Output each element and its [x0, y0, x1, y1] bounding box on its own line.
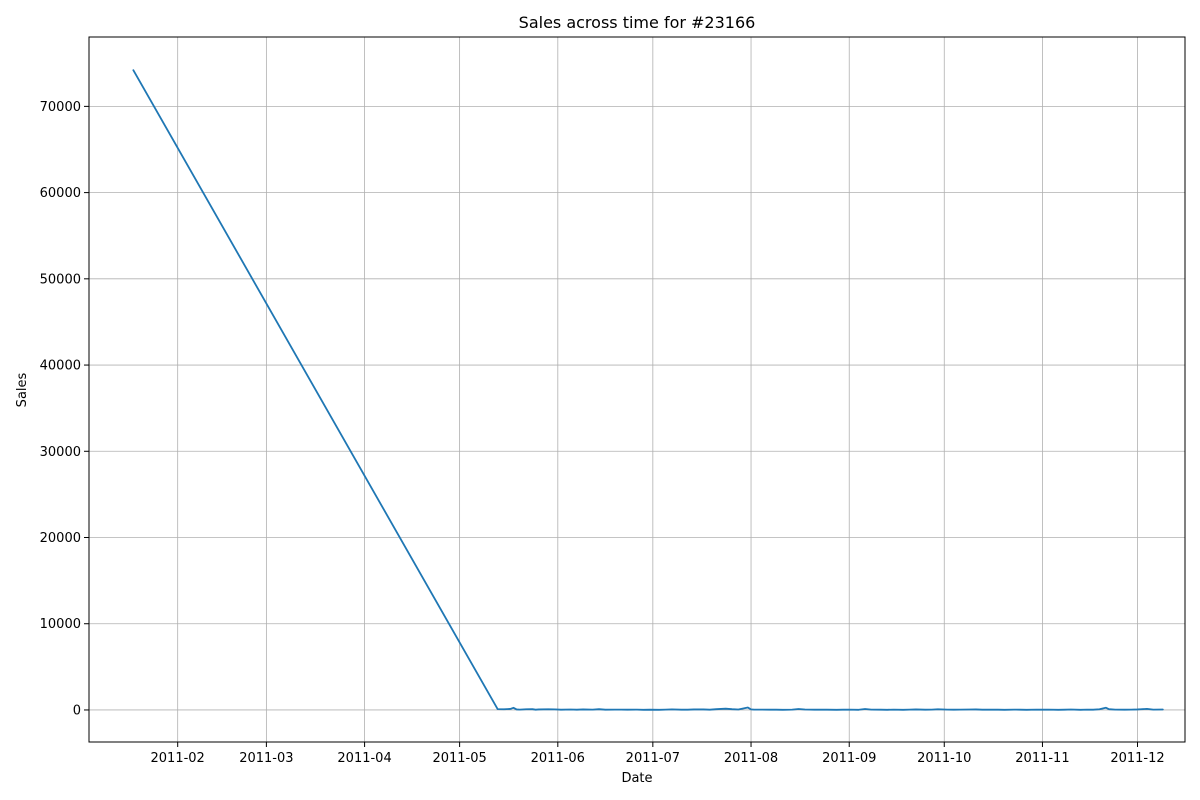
x-tick-label: 2011-05	[432, 751, 486, 766]
series-layer	[132, 69, 1164, 711]
x-tick-label: 2011-02	[151, 751, 205, 766]
grid-lines	[89, 37, 1185, 742]
chart-title: Sales across time for #23166	[519, 13, 756, 32]
y-tick-label: 60000	[40, 186, 81, 201]
y-axis: 0 10000 20000 30000 40000 50000 60000 70000	[40, 100, 89, 718]
y-axis-label: Sales	[15, 372, 30, 407]
y-tick-label: 30000	[40, 445, 81, 460]
x-tick-label: 2011-08	[724, 751, 778, 766]
y-tick-label: 10000	[40, 617, 81, 632]
x-tick-label: 2011-12	[1110, 751, 1164, 766]
x-tick-label: 2011-04	[337, 751, 391, 766]
x-axis: 2011-02 2011-03 2011-04 2011-05 2011-06 2011-…	[151, 742, 1165, 766]
x-axis-label: Date	[621, 771, 652, 786]
y-tick-label: 50000	[40, 272, 81, 287]
x-tick-label: 2011-07	[626, 751, 680, 766]
x-tick-label: 2011-11	[1015, 751, 1069, 766]
x-tick-label: 2011-03	[239, 751, 293, 766]
x-tick-label: 2011-06	[531, 751, 585, 766]
x-tick-label: 2011-10	[917, 751, 971, 766]
y-tick-label: 0	[73, 703, 81, 718]
sales-series-line	[132, 69, 1164, 711]
plot-frame	[88, 36, 1186, 743]
y-tick-label: 40000	[40, 359, 81, 374]
y-tick-label: 20000	[40, 531, 81, 546]
y-tick-label: 70000	[40, 100, 81, 115]
x-tick-label: 2011-09	[822, 751, 876, 766]
